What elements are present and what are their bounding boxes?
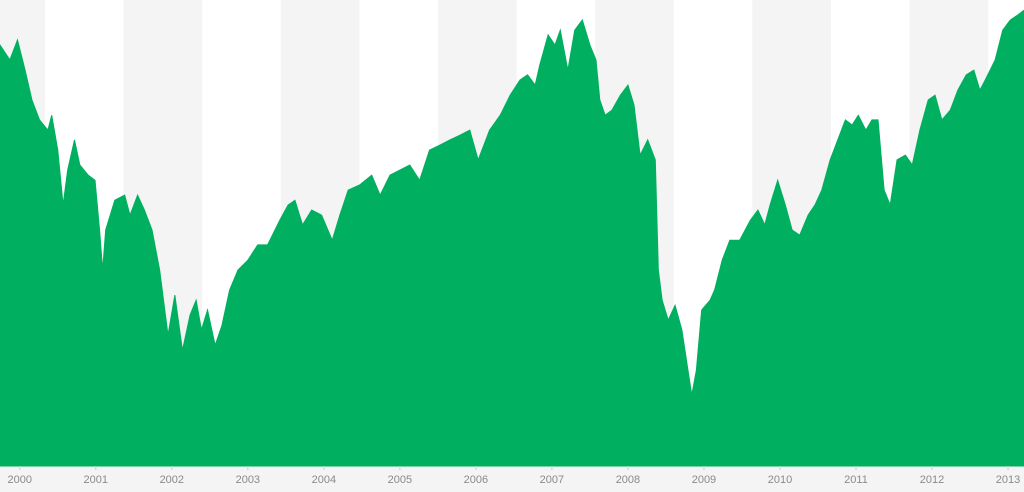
x-tick-label: 2006 [464, 474, 488, 486]
x-tick-label: 2013 [996, 474, 1020, 486]
x-tick-label: 2005 [388, 474, 412, 486]
x-axis-strip [0, 466, 1024, 492]
x-tick-label: 2012 [920, 474, 944, 486]
area [0, 9, 1024, 467]
x-tick-label: 2010 [768, 474, 792, 486]
x-tick-label: 2011 [844, 474, 868, 486]
x-tick-label: 2003 [236, 474, 260, 486]
x-tick-label: 2007 [540, 474, 564, 486]
x-tick-label: 2001 [84, 474, 108, 486]
x-tick-label: 2004 [312, 474, 336, 486]
x-tick-label: 2009 [692, 474, 716, 486]
x-tick-label: 2002 [160, 474, 184, 486]
x-tick-label: 2000 [8, 474, 32, 486]
x-tick-label: 2008 [616, 474, 640, 486]
